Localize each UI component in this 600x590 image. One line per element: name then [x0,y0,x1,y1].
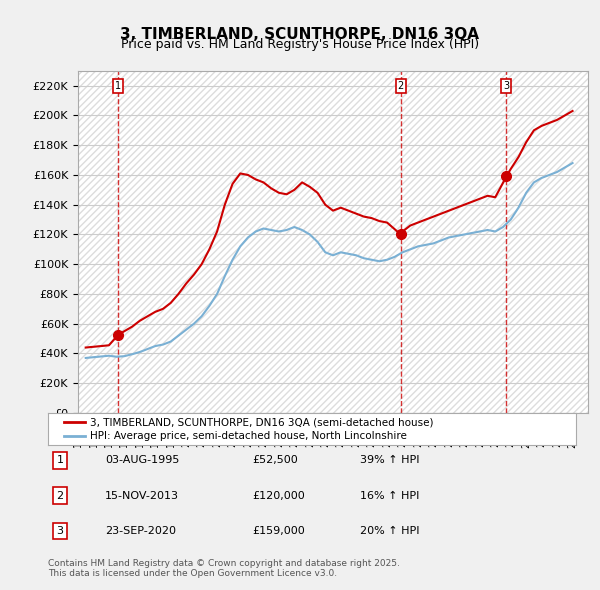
Text: 03-AUG-1995: 03-AUG-1995 [105,455,179,465]
Text: 15-NOV-2013: 15-NOV-2013 [105,491,179,500]
Text: 2: 2 [56,491,64,500]
Text: 1: 1 [56,455,64,465]
Text: £52,500: £52,500 [252,455,298,465]
Text: 3, TIMBERLAND, SCUNTHORPE, DN16 3QA: 3, TIMBERLAND, SCUNTHORPE, DN16 3QA [121,27,479,41]
Text: 3: 3 [56,526,64,536]
Text: HPI: Average price, semi-detached house, North Lincolnshire: HPI: Average price, semi-detached house,… [90,431,407,441]
Text: Contains HM Land Registry data © Crown copyright and database right 2025.
This d: Contains HM Land Registry data © Crown c… [48,559,400,578]
Text: 39% ↑ HPI: 39% ↑ HPI [360,455,419,465]
Text: £120,000: £120,000 [252,491,305,500]
Text: 3, TIMBERLAND, SCUNTHORPE, DN16 3QA (semi-detached house): 3, TIMBERLAND, SCUNTHORPE, DN16 3QA (sem… [90,417,434,427]
Text: £159,000: £159,000 [252,526,305,536]
Text: 3: 3 [503,81,509,91]
Text: 1: 1 [115,81,121,91]
Text: Price paid vs. HM Land Registry's House Price Index (HPI): Price paid vs. HM Land Registry's House … [121,38,479,51]
Text: 2: 2 [397,81,404,91]
Text: 20% ↑ HPI: 20% ↑ HPI [360,526,419,536]
Text: 23-SEP-2020: 23-SEP-2020 [105,526,176,536]
Text: 16% ↑ HPI: 16% ↑ HPI [360,491,419,500]
